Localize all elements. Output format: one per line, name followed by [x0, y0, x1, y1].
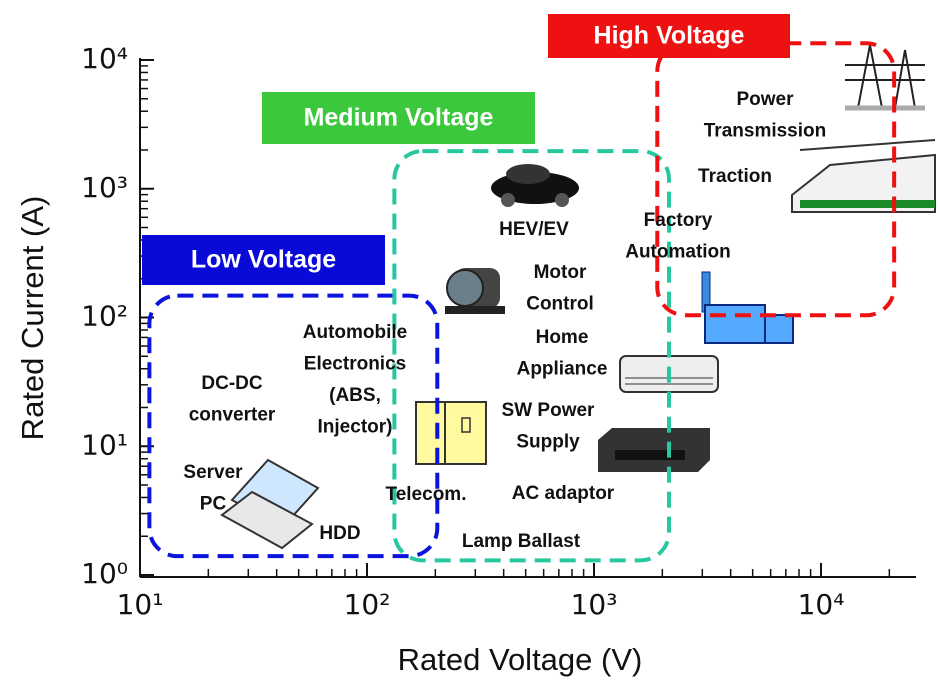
region-label: High Voltage — [594, 22, 745, 50]
icons — [220, 44, 936, 550]
region — [392, 149, 672, 563]
application-label: Factory — [644, 210, 713, 231]
region-label-box — [548, 14, 790, 58]
application-label: Control — [526, 294, 594, 315]
cabinet-icon — [415, 401, 487, 465]
application-label: Supply — [516, 432, 580, 453]
y-tick-label: 10⁰ — [81, 557, 128, 590]
y-tick-label: 10³ — [81, 171, 128, 204]
application-label: Injector) — [318, 417, 393, 438]
x-tick-label: 10² — [344, 588, 391, 621]
motor-icon — [445, 268, 505, 314]
application-label: Traction — [698, 166, 772, 187]
tower-icon — [845, 44, 925, 111]
application-label: Power — [736, 89, 794, 110]
application-label: DC-DC — [201, 373, 262, 394]
application-label: Electronics — [304, 354, 406, 375]
laptop-icon — [220, 458, 320, 550]
application-label: AC adaptor — [512, 483, 615, 504]
car-icon — [491, 164, 579, 207]
factory-icon — [701, 271, 794, 344]
application-label: Server — [183, 462, 243, 483]
train-icon — [791, 139, 936, 213]
region-label: Low Voltage — [191, 246, 336, 274]
application-label: Automation — [625, 242, 731, 263]
application-label: HDD — [319, 523, 360, 544]
application-label: Home — [536, 327, 589, 348]
y-axis-label: Rated Current (A) — [15, 196, 50, 441]
application-label: Telecom. — [386, 484, 467, 505]
x-tick-label: 10¹ — [117, 588, 164, 621]
x-tick-label: 10⁴ — [798, 588, 845, 621]
application-label: Appliance — [517, 359, 608, 380]
application-label: (ABS, — [329, 385, 381, 406]
vcr-icon — [598, 428, 710, 472]
x-axis-label: Rated Voltage (V) — [398, 642, 643, 677]
application-label: SW Power — [502, 400, 596, 421]
x-tick-label: 10³ — [571, 588, 618, 621]
application-label: Motor — [534, 262, 587, 283]
application-label: converter — [189, 405, 276, 426]
application-label: Transmission — [704, 121, 827, 142]
y-tick-label: 10¹ — [81, 428, 128, 461]
y-tick-label: 10⁴ — [81, 42, 128, 75]
application-label: PC — [200, 494, 227, 515]
application-label: Automobile — [303, 322, 408, 343]
region — [147, 293, 440, 559]
application-label: HEV/EV — [499, 219, 569, 240]
region-label: Medium Voltage — [304, 104, 494, 132]
application-label: Lamp Ballast — [462, 531, 581, 552]
y-tick-label: 10² — [81, 300, 128, 333]
region-label-box — [262, 92, 535, 144]
region-label-box — [142, 235, 385, 285]
